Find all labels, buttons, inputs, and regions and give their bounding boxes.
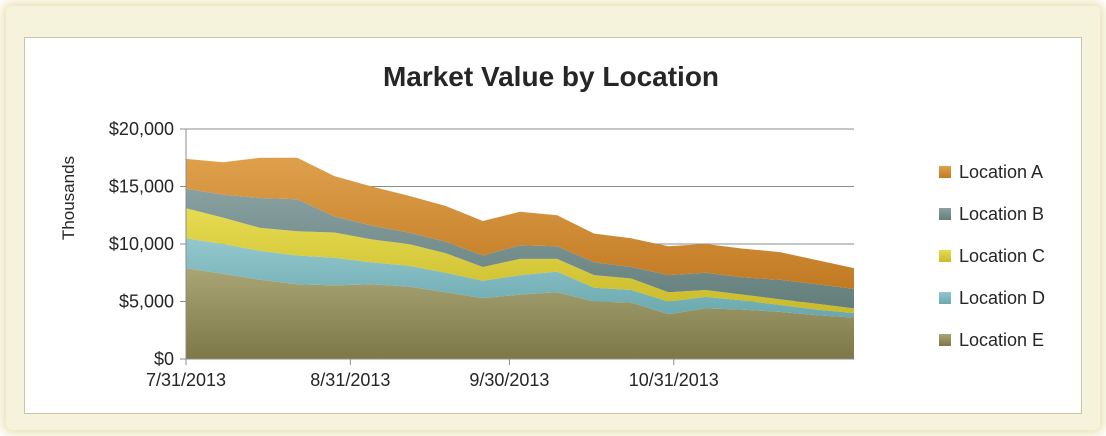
x-tick-labels: 7/31/2013 8/31/2013 9/30/2013 10/31/2013 <box>146 370 719 390</box>
axes <box>180 128 854 365</box>
area-location-b <box>186 188 854 309</box>
legend-label-location-b: Location B <box>959 204 1044 224</box>
y-tick-label: $5,000 <box>119 292 174 312</box>
x-tick-label: 7/31/2013 <box>146 370 226 390</box>
area-series <box>186 157 854 359</box>
x-tick-label: 9/30/2013 <box>469 370 549 390</box>
x-tick-label: 10/31/2013 <box>629 370 719 390</box>
y-tick-label: $20,000 <box>109 119 174 139</box>
area-location-a <box>186 157 854 289</box>
y-tick-label: $10,000 <box>109 234 174 254</box>
legend-label-location-c: Location C <box>959 246 1045 266</box>
x-tick-label: 8/31/2013 <box>310 370 390 390</box>
area-location-e <box>186 268 854 359</box>
legend-swatch-location-e <box>939 334 951 346</box>
y-tick-label: $0 <box>154 349 174 369</box>
y-tick-labels: $0 $5,000 $10,000 $15,000 $20,000 <box>109 119 174 369</box>
legend: Location A Location B Location C Location D… <box>939 162 1045 350</box>
legend-label-location-a: Location A <box>959 162 1043 182</box>
area-location-c <box>186 208 854 313</box>
legend-swatch-location-a <box>939 166 951 178</box>
chart-area: Market Value by Location Thousands $0 $5,… <box>24 37 1082 414</box>
legend-label-location-d: Location D <box>959 288 1045 308</box>
legend-swatch-location-d <box>939 292 951 304</box>
legend-swatch-location-c <box>939 250 951 262</box>
legend-label-location-e: Location E <box>959 330 1044 350</box>
y-axis-label: Thousands <box>59 156 78 240</box>
area-location-d <box>186 238 854 318</box>
market-value-chart: Market Value by Location Thousands $0 $5,… <box>59 61 1045 390</box>
y-tick-label: $15,000 <box>109 177 174 197</box>
legend-swatch-location-b <box>939 208 951 220</box>
chart-title: Market Value by Location <box>383 61 719 92</box>
